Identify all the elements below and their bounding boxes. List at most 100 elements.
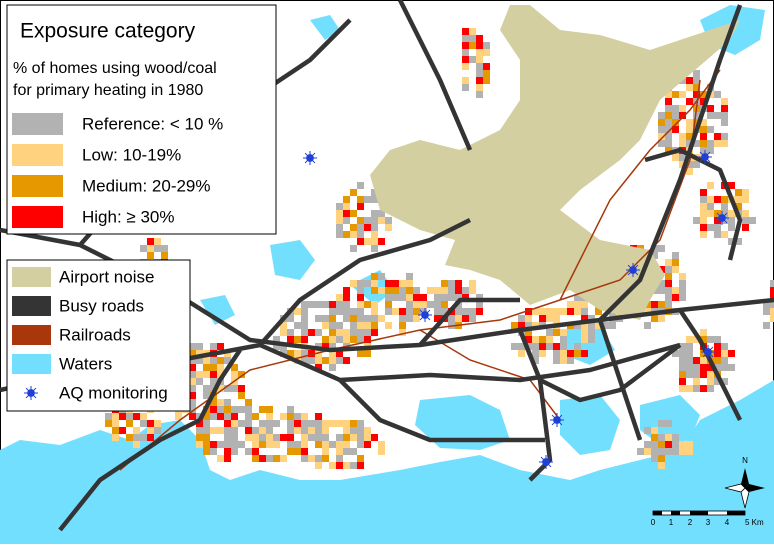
exposure-cell bbox=[308, 434, 315, 441]
exposure-cell bbox=[546, 329, 553, 336]
exposure-cell bbox=[581, 350, 588, 357]
exposure-cell bbox=[266, 455, 273, 462]
exposure-cell bbox=[287, 329, 294, 336]
exposure-cell bbox=[238, 392, 245, 399]
exposure-cell bbox=[343, 336, 350, 343]
exposure-cell bbox=[287, 350, 294, 357]
exposure-cell bbox=[189, 413, 196, 420]
exposure-cell bbox=[665, 448, 672, 455]
exposure-cell bbox=[350, 448, 357, 455]
exposure-cell bbox=[707, 371, 714, 378]
exposure-cell bbox=[210, 448, 217, 455]
exposure-cell bbox=[434, 308, 441, 315]
exposure-cell bbox=[287, 441, 294, 448]
exposure-cell bbox=[161, 252, 168, 259]
exposure-cell bbox=[469, 42, 476, 49]
exposure-cell bbox=[350, 434, 357, 441]
exposure-cell bbox=[364, 350, 371, 357]
legend-subtitle: for primary heating in 1980 bbox=[13, 82, 203, 99]
exposure-cell bbox=[476, 35, 483, 42]
exposure-cell bbox=[679, 112, 686, 119]
exposure-cell bbox=[210, 364, 217, 371]
exposure-cell bbox=[294, 322, 301, 329]
exposure-cell bbox=[700, 371, 707, 378]
exposure-cell bbox=[329, 308, 336, 315]
exposure-cell bbox=[245, 434, 252, 441]
exposure-cell bbox=[714, 91, 721, 98]
exposure-cell bbox=[385, 301, 392, 308]
exposure-cell bbox=[700, 350, 707, 357]
exposure-cell bbox=[315, 413, 322, 420]
exposure-cell bbox=[224, 350, 231, 357]
exposure-cell bbox=[203, 357, 210, 364]
exposure-cell bbox=[462, 287, 469, 294]
exposure-cell bbox=[693, 70, 700, 77]
exposure-cell bbox=[539, 336, 546, 343]
exposure-cell bbox=[385, 217, 392, 224]
exposure-cell bbox=[350, 308, 357, 315]
exposure-cell bbox=[693, 378, 700, 385]
category-legend: Reference: < 10 % Low: 10-19% Medium: 20-2… bbox=[12, 113, 223, 228]
exposure-cell bbox=[581, 308, 588, 315]
exposure-cell bbox=[336, 434, 343, 441]
exposure-cell bbox=[553, 343, 560, 350]
exposure-cell bbox=[364, 434, 371, 441]
exposure-cell bbox=[119, 427, 126, 434]
exposure-cell bbox=[686, 133, 693, 140]
exposure-cell bbox=[371, 329, 378, 336]
exposure-cell bbox=[273, 336, 280, 343]
exposure-cell bbox=[532, 350, 539, 357]
legend-label: Railroads bbox=[59, 325, 131, 344]
exposure-cell bbox=[686, 98, 693, 105]
exposure-cell bbox=[651, 315, 658, 322]
exposure-cell bbox=[252, 441, 259, 448]
busy-road bbox=[338, 378, 545, 443]
busy-road bbox=[258, 217, 472, 347]
exposure-cell bbox=[364, 315, 371, 322]
exposure-cell bbox=[462, 84, 469, 91]
exposure-cell bbox=[553, 357, 560, 364]
exposure-cell bbox=[224, 427, 231, 434]
exposure-cell bbox=[210, 371, 217, 378]
exposure-cell bbox=[679, 350, 686, 357]
exposure-cell bbox=[665, 112, 672, 119]
scale-label: 3 bbox=[706, 518, 711, 527]
exposure-cell bbox=[665, 126, 672, 133]
exposure-cell bbox=[196, 434, 203, 441]
exposure-cell bbox=[448, 294, 455, 301]
exposure-cell bbox=[672, 434, 679, 441]
exposure-cell bbox=[280, 434, 287, 441]
exposure-cell bbox=[406, 301, 413, 308]
exposure-cell bbox=[665, 91, 672, 98]
exposure-cell bbox=[203, 434, 210, 441]
exposure-cell bbox=[455, 280, 462, 287]
legend-label: Reference: < 10 % bbox=[82, 114, 223, 133]
exposure-cell bbox=[406, 287, 413, 294]
exposure-cell bbox=[315, 364, 322, 371]
exposure-cell bbox=[231, 420, 238, 427]
exposure-cell bbox=[588, 322, 595, 329]
exposure-cell bbox=[378, 217, 385, 224]
exposure-cell bbox=[609, 322, 616, 329]
exposure-cell bbox=[462, 294, 469, 301]
exposure-cell bbox=[189, 406, 196, 413]
exposure-cell bbox=[693, 112, 700, 119]
exposure-cell bbox=[378, 441, 385, 448]
exposure-cell bbox=[350, 420, 357, 427]
exposure-cell bbox=[371, 315, 378, 322]
exposure-cell bbox=[665, 98, 672, 105]
exposure-cell bbox=[735, 203, 742, 210]
exposure-cell bbox=[483, 63, 490, 70]
station-dot bbox=[553, 416, 561, 424]
exposure-cell bbox=[532, 336, 539, 343]
exposure-cell bbox=[714, 133, 721, 140]
exposure-cell bbox=[399, 294, 406, 301]
exposure-cell bbox=[329, 336, 336, 343]
exposure-cell bbox=[525, 322, 532, 329]
exposure-cell bbox=[672, 91, 679, 98]
exposure-cell bbox=[336, 231, 343, 238]
exposure-cell bbox=[126, 420, 133, 427]
exposure-cell bbox=[315, 427, 322, 434]
exposure-cell bbox=[574, 294, 581, 301]
exposure-cell bbox=[301, 315, 308, 322]
